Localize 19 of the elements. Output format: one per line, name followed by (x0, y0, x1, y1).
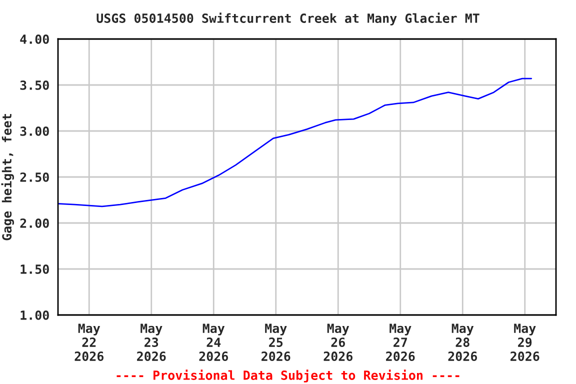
x-tick-label: May 26 2026 (324, 324, 352, 362)
y-tick-label: 3.00 (20, 126, 49, 136)
y-tick-label: 1.50 (20, 264, 49, 274)
y-tick-label: 2.50 (20, 172, 49, 182)
y-tick-label: 1.00 (20, 310, 49, 320)
x-tick-label: May 23 2026 (137, 324, 166, 362)
x-tick-label: May 28 2026 (448, 324, 477, 362)
y-axis-title: Gage height, feet (1, 114, 14, 240)
x-tick-label: May 25 2026 (262, 324, 290, 362)
y-tick-label: 4.00 (20, 34, 49, 44)
x-tick-label: May 22 2026 (74, 324, 104, 362)
y-tick-label: 3.50 (20, 80, 49, 90)
x-tick-label: May 29 2026 (510, 324, 540, 362)
y-tick-label: 2.00 (20, 218, 49, 228)
text: ---- Provisional Data Subject to Revision ---- (116, 370, 460, 382)
x-tick-label: May 27 2026 (386, 324, 415, 362)
chart-title: USGS 05014500 Swiftcurrent Creek at Many Glacier MT (96, 12, 480, 26)
x-tick-label: May 24 2026 (199, 324, 228, 362)
line-series (58, 78, 532, 208)
